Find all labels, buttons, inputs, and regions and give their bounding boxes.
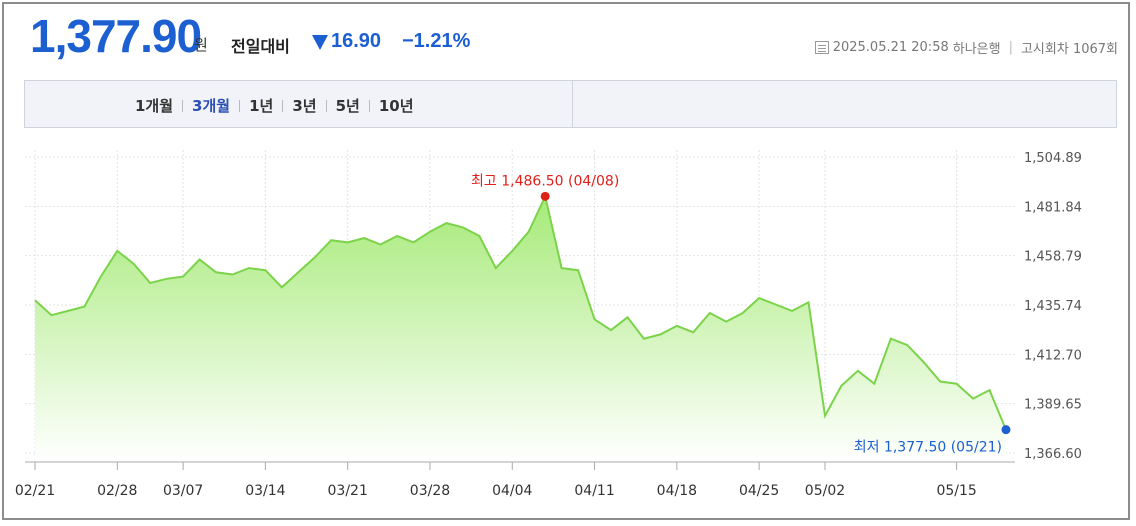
x-tick-label: 02/28 — [97, 483, 137, 499]
x-tick-label: 04/25 — [739, 483, 779, 499]
current-price: 1,377.90 — [30, 10, 202, 62]
max-point[interactable] — [540, 191, 550, 201]
y-tick-label: 1,412.70 — [1024, 348, 1082, 363]
x-tick-label: 05/02 — [805, 483, 845, 499]
y-tick-label: 1,366.60 — [1024, 447, 1082, 462]
x-tick-label: 03/07 — [163, 483, 203, 499]
tab-3-years[interactable]: 3년 — [292, 97, 317, 115]
series-area — [35, 196, 1006, 462]
y-tick-label: 1,389.65 — [1024, 398, 1082, 413]
change-percent: −1.21% — [402, 30, 471, 52]
y-tick-label: 1,458.79 — [1024, 250, 1082, 265]
price-unit: 원 — [194, 36, 208, 54]
x-tick-label: 03/28 — [410, 483, 450, 499]
quote-round: 고시회차 1067회 — [1020, 42, 1118, 57]
change-value: 16.90 — [331, 30, 382, 52]
tab-bar-divider — [572, 81, 573, 127]
tab-3-months[interactable]: 3개월 — [192, 97, 231, 115]
quote-info: 2025.05.21 20:58 하나은행 | 고시회차 1067회 — [814, 38, 1118, 57]
x-tick-label: 03/21 — [328, 483, 368, 499]
x-tick-label: 04/11 — [574, 483, 614, 499]
down-arrow-icon — [312, 35, 328, 50]
min-point[interactable] — [1001, 425, 1011, 435]
tab-1-year[interactable]: 1년 — [249, 97, 274, 115]
x-tick-label: 02/21 — [15, 483, 55, 499]
quote-datetime: 2025.05.21 20:58 — [832, 40, 949, 55]
tab-10-years[interactable]: 10년 — [378, 97, 414, 115]
y-tick-label: 1,435.74 — [1024, 299, 1082, 314]
tab-separator — [368, 99, 370, 112]
tab-5-years[interactable]: 5년 — [335, 97, 360, 115]
tab-separator — [239, 99, 241, 112]
period-tabs: 1개월 3개월 1년 3년 5년 10년 — [135, 95, 414, 116]
min-label: 최저 1,377.50 (05/21) — [854, 440, 1002, 456]
x-tick-label: 03/14 — [245, 483, 285, 499]
calendar-icon — [814, 41, 829, 54]
series-line — [34, 193, 1007, 431]
max-label: 최고 1,486.50 (04/08) — [471, 173, 619, 189]
y-tick-label: 1,481.84 — [1024, 200, 1082, 215]
x-tick-label: 04/04 — [492, 483, 532, 499]
info-separator: | — [1008, 40, 1013, 55]
compare-label: 전일대비 — [231, 37, 290, 56]
y-tick-label: 1,504.89 — [1024, 151, 1082, 166]
tab-separator — [325, 99, 327, 112]
bank-name: 하나은행 — [952, 42, 1001, 57]
tab-separator — [282, 99, 284, 112]
period-tab-bar: 1개월 3개월 1년 3년 5년 10년 — [24, 80, 1117, 128]
x-tick-label: 05/15 — [936, 483, 976, 499]
x-tick-label: 04/18 — [657, 483, 697, 499]
tab-1-month[interactable]: 1개월 — [135, 97, 174, 115]
tab-separator — [182, 99, 184, 112]
